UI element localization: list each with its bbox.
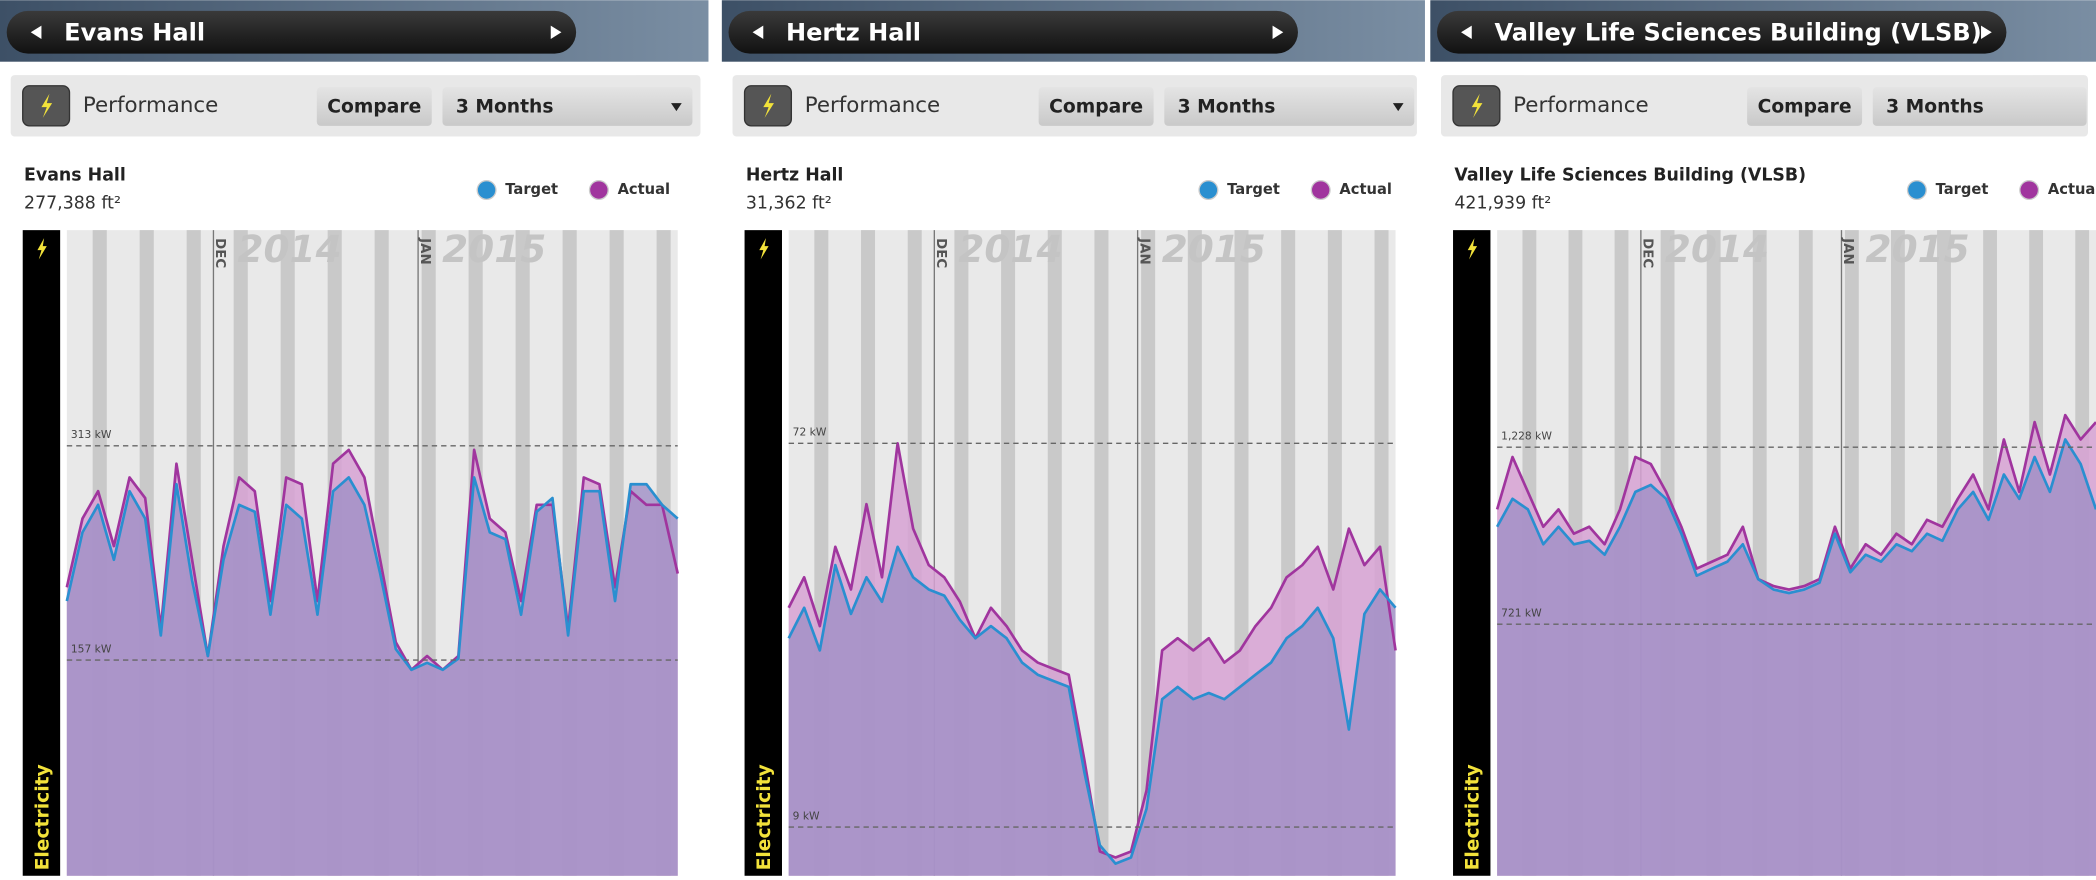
year-label: 2014: [958, 227, 1062, 271]
reference-label: 157 kW: [71, 642, 112, 655]
month-label: JAN: [1840, 237, 1855, 265]
tab-label: Performance: [83, 93, 218, 118]
next-arrow[interactable]: [550, 25, 562, 39]
legend-label: Actual: [618, 181, 671, 198]
month-label: DEC: [933, 238, 948, 268]
axis-strip: [1453, 230, 1491, 876]
legend-swatch: [1198, 180, 1219, 201]
legend-label: Target: [1936, 181, 1989, 198]
year-label: 2015: [1162, 227, 1266, 271]
prev-arrow[interactable]: [30, 25, 42, 39]
building-area: 31,362 ft²: [746, 193, 832, 213]
period-label: 3 Months: [1886, 97, 1984, 118]
reference-label: 72 kW: [793, 426, 827, 439]
series-area: [66, 477, 678, 876]
legend-label: Actual: [2048, 181, 2096, 198]
axis-label: Electricity: [1463, 764, 1484, 870]
building-area: 421,939 ft²: [1454, 193, 1551, 213]
building-title: Valley Life Sciences Building (VLSB): [1494, 19, 1981, 47]
legend-swatch: [476, 180, 497, 201]
compare-button[interactable]: [1747, 87, 1863, 126]
axis-bolt: [759, 238, 769, 260]
building-name: Hertz Hall: [746, 165, 843, 185]
tab-label: Performance: [1513, 93, 1648, 118]
month-label: DEC: [212, 238, 227, 268]
header-bar: [1436, 10, 2007, 54]
reference-label: 721 kW: [1501, 606, 1542, 619]
building-area: 277,388 ft²: [24, 193, 121, 213]
building-name: Evans Hall: [24, 165, 126, 185]
compare-label: Compare: [327, 97, 421, 118]
axis-strip: [744, 230, 782, 876]
dropdown-arrow: [671, 103, 682, 112]
compare-label: Compare: [1758, 97, 1852, 118]
legend-swatch: [1310, 180, 1331, 201]
year-label: 2015: [1866, 227, 1970, 271]
bolt-icon: [41, 93, 53, 118]
next-arrow[interactable]: [1981, 25, 1992, 39]
legend-swatch: [588, 180, 609, 201]
period-label: 3 Months: [456, 97, 554, 118]
compare-label: Compare: [1049, 97, 1143, 118]
legend-swatch: [1906, 180, 1927, 201]
header-bar: [728, 10, 1298, 54]
legend-swatch: [2019, 180, 2040, 201]
month-label: DEC: [1640, 238, 1655, 268]
series-line: [1495, 413, 2096, 591]
year-label: 2014: [238, 227, 342, 271]
month-label: JAN: [417, 237, 432, 265]
building-title: Evans Hall: [64, 19, 205, 47]
header-bar: [6, 10, 577, 54]
panel: Hertz Hall Performance Compare 3 Months Hert…: [721, 0, 1425, 876]
legend-label: Target: [505, 181, 558, 198]
bolt-icon: [1471, 93, 1483, 118]
building-name: Valley Life Sciences Building (VLSB): [1454, 165, 1806, 185]
weekend-stripe: [1094, 230, 1109, 876]
reference-label: 1,228 kW: [1501, 430, 1552, 443]
panel: Evans Hall Performance Compare 3 Months Evan…: [0, 0, 709, 876]
axis-bolt: [1467, 238, 1478, 260]
period-dropdown[interactable]: [1872, 87, 2087, 126]
year-label: 2015: [442, 227, 546, 271]
axis-label: Electricity: [32, 764, 53, 870]
bolt-icon: [763, 93, 774, 118]
prev-arrow[interactable]: [752, 25, 764, 39]
axis-strip: [22, 230, 61, 876]
series-area: [1497, 439, 2096, 876]
building-title: Hertz Hall: [786, 19, 921, 47]
period-dropdown[interactable]: [442, 87, 693, 126]
dropdown-arrow: [1392, 103, 1404, 112]
period-dropdown[interactable]: [1164, 87, 1415, 126]
compare-button[interactable]: [1038, 87, 1154, 126]
legend-label: Actual: [1339, 181, 1391, 198]
axis-label: Electricity: [754, 764, 775, 870]
series-line: [65, 476, 679, 672]
axis-bolt: [37, 238, 47, 260]
weekend-stripe: [1141, 230, 1156, 876]
reference-label: 313 kW: [71, 428, 112, 441]
compare-button[interactable]: [316, 87, 432, 126]
legend-label: Target: [1227, 181, 1280, 198]
month-label: JAN: [1136, 237, 1151, 265]
year-label: 2014: [1665, 227, 1769, 271]
series-area: [788, 546, 1396, 876]
reference-label: 9 kW: [793, 809, 820, 822]
next-arrow[interactable]: [1272, 25, 1284, 39]
panel: Valley Life Sciences Building (VLSB) Perf…: [1430, 0, 2096, 876]
series-line: [787, 545, 1397, 865]
prev-arrow[interactable]: [1461, 25, 1472, 39]
series-line: [1495, 438, 2096, 595]
period-label: 3 Months: [1178, 97, 1276, 118]
tab-label: Performance: [805, 93, 940, 118]
